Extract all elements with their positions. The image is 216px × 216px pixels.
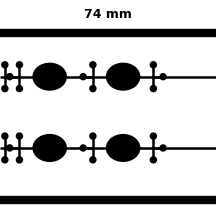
Circle shape <box>150 62 156 68</box>
Circle shape <box>150 133 156 139</box>
Circle shape <box>80 74 86 80</box>
Circle shape <box>7 145 13 151</box>
Ellipse shape <box>106 134 140 162</box>
Circle shape <box>16 133 22 139</box>
Circle shape <box>90 133 96 139</box>
Ellipse shape <box>32 134 67 162</box>
Circle shape <box>16 62 22 68</box>
Text: 74 mm: 74 mm <box>84 8 132 21</box>
Circle shape <box>150 86 156 92</box>
Ellipse shape <box>32 63 67 91</box>
Ellipse shape <box>106 63 140 91</box>
Circle shape <box>90 86 96 92</box>
Circle shape <box>7 74 13 80</box>
Circle shape <box>90 62 96 68</box>
Circle shape <box>150 157 156 163</box>
Circle shape <box>2 157 8 163</box>
Circle shape <box>16 86 22 92</box>
Circle shape <box>90 157 96 163</box>
Circle shape <box>2 86 8 92</box>
Circle shape <box>160 74 166 80</box>
Circle shape <box>80 145 86 151</box>
Circle shape <box>2 133 8 139</box>
Circle shape <box>160 145 166 151</box>
Circle shape <box>2 62 8 68</box>
Circle shape <box>16 157 22 163</box>
